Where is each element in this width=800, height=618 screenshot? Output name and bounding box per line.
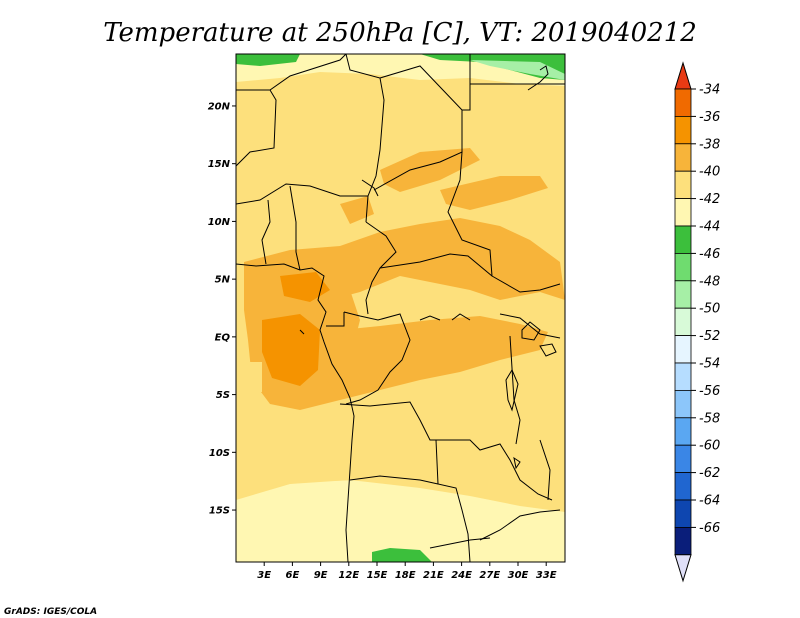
colorbar-segment (674, 170, 692, 199)
lon-axis: 3E 6E 9E 12E 15E 18E 21E 24E 27E 30E 33E (257, 562, 557, 581)
colorbar-label: -62 (699, 466, 720, 481)
lat-tick-label: 15S (209, 506, 230, 517)
colorbar-label: -52 (699, 329, 720, 344)
colorbar-segment (674, 417, 692, 446)
colorbar-segment (674, 389, 692, 419)
lat-tick-label: 5S (216, 390, 230, 401)
field-level-minus38-congo (300, 316, 548, 400)
map-panel: 3E 6E 9E 12E 15E 18E 21E 24E 27E 30E 33E 20N 15N 10N… (208, 53, 566, 581)
lon-tick-label: 6E (286, 570, 300, 581)
colorbar-segment (674, 444, 692, 474)
field-level-minus40-coast (248, 362, 262, 392)
lon-tick-label: 24E (451, 570, 472, 581)
field-level-minus44-south (372, 548, 432, 562)
colorbar-segment (674, 362, 692, 391)
colorbar-segment (674, 280, 692, 309)
field-level-minus38-nigeria (340, 196, 374, 224)
colorbar-segment (674, 225, 692, 254)
colorbar-segment (674, 472, 692, 501)
lat-tick-label: 5N (215, 275, 231, 286)
colorbar-segment (674, 116, 692, 145)
lat-axis: 20N 15N 10N 5N EQ 5S 10S 15S (208, 101, 236, 517)
colorbar-label: -38 (699, 137, 720, 152)
colorbar-label: -50 (699, 302, 720, 317)
lon-tick-label: 33E (536, 570, 557, 581)
colorbar-label: -40 (699, 165, 720, 180)
field-level-minus40-sw (236, 462, 380, 494)
lon-tick-label: 9E (314, 570, 328, 581)
credit-text: GrADS: IGES/COLA (4, 607, 97, 617)
colorbar-top-arrow (674, 61, 692, 90)
temperature-field (236, 54, 565, 562)
colorbar-segment (674, 198, 692, 227)
field-level-minus36-west (262, 314, 320, 386)
field-level-minus36-gulf (280, 272, 330, 302)
field-level-minus42-south (236, 480, 565, 562)
colorbar-label: -58 (699, 411, 720, 426)
colorbar-segment (674, 527, 692, 556)
colorbar-label: -64 (699, 494, 720, 509)
colorbar-label: -36 (699, 110, 720, 125)
colorbar-segment (674, 88, 692, 117)
colorbar-segment (674, 143, 692, 172)
lon-tick-label: 15E (367, 570, 388, 581)
colorbar: -34 -36 -38 -40 -42 -44 -46 -48 -50 -52 -54 -56 -58 -… (674, 61, 720, 583)
colorbar-label: -42 (699, 192, 720, 207)
lat-tick-label: 15N (208, 159, 231, 170)
colorbar-label: -66 (699, 521, 720, 536)
lat-tick-label: EQ (215, 332, 231, 343)
colorbar-label: -54 (699, 357, 720, 372)
lat-tick-label: 20N (208, 101, 231, 112)
lon-tick-label: 27E (479, 570, 500, 581)
colorbar-label: -48 (699, 274, 720, 289)
colorbar-segment (674, 499, 692, 528)
colorbar-label: -56 (699, 384, 720, 399)
colorbar-label: -46 (699, 247, 720, 262)
colorbar-segment (674, 335, 692, 364)
lon-tick-label: 3E (257, 570, 271, 581)
lat-tick-label: 10N (208, 217, 231, 228)
colorbar-label: -34 (699, 83, 720, 98)
lon-tick-label: 18E (395, 570, 416, 581)
map-frame (235, 53, 566, 563)
colorbar-segment (674, 307, 692, 337)
colorbar-bottom-arrow (674, 554, 692, 583)
lon-tick-label: 30E (508, 570, 529, 581)
chart-title: Temperature at 250hPa [C], VT: 201904021… (103, 18, 697, 48)
field-level-minus38-chad (440, 176, 548, 210)
country-borders (236, 54, 565, 562)
colorbar-label: -44 (699, 220, 720, 235)
lon-tick-label: 12E (338, 570, 359, 581)
field-level-minus48-ne (470, 60, 565, 80)
field-level-minus38-sahel (380, 148, 480, 192)
lon-tick-label: 21E (423, 570, 444, 581)
colorbar-label: -60 (699, 439, 720, 454)
lat-tick-label: 10S (209, 448, 230, 459)
colorbar-segment (674, 252, 692, 282)
field-level-minus44-nw (236, 54, 300, 66)
